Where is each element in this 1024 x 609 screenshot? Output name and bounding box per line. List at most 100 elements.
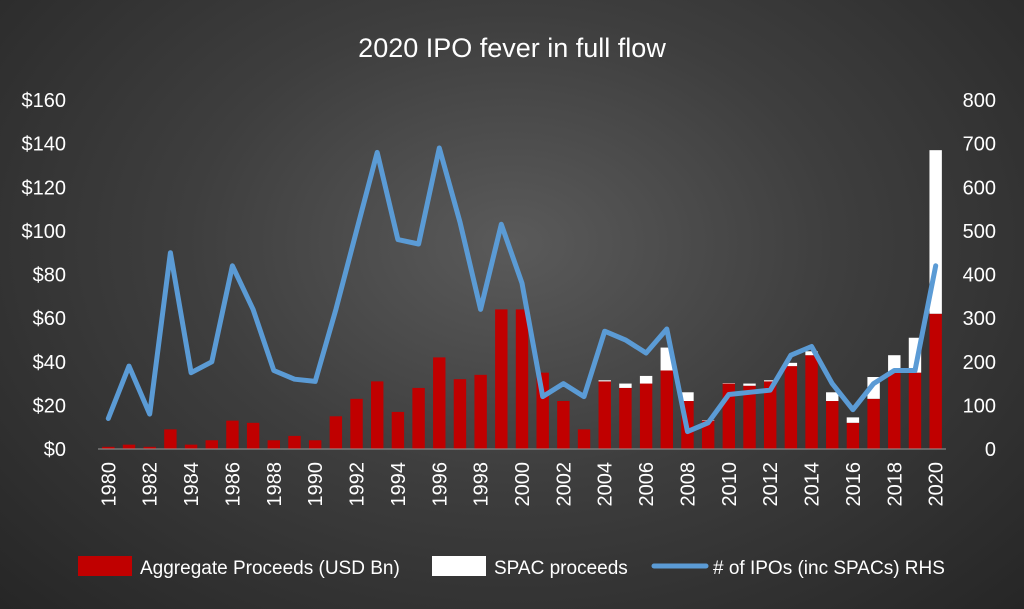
bar-aggregate-1981 <box>122 444 136 449</box>
y-left-tick-label: $100 <box>22 221 67 243</box>
bar-spac-2012 <box>763 380 777 382</box>
bar-aggregate-1982 <box>143 446 156 449</box>
bar-aggregate-1999 <box>495 309 508 449</box>
bar-aggregate-2013 <box>784 366 798 449</box>
bar-aggregate-1990 <box>308 440 322 449</box>
bar-aggregate-2003 <box>577 429 591 449</box>
bar-aggregate-2009 <box>701 420 715 449</box>
y-left-tick-label: $160 <box>22 90 67 112</box>
bar-aggregate-2004 <box>598 381 611 449</box>
bar-aggregate-2017 <box>867 398 880 449</box>
legend-swatch-spac <box>432 556 486 576</box>
bar-spac-2008 <box>681 392 694 402</box>
bar-spac-2004 <box>598 380 611 382</box>
bar-aggregate-1987 <box>246 422 260 449</box>
bar-aggregate-2016 <box>846 422 860 449</box>
y-right-tick-label: 0 <box>985 439 996 461</box>
x-tick-label: 1994 <box>388 462 410 507</box>
bar-aggregate-2018 <box>888 372 901 449</box>
legend-label-ipo-line: # of IPOs (inc SPACs) RHS <box>713 558 945 579</box>
y-right-tick-label: 300 <box>963 308 996 330</box>
y-right-tick-label: 700 <box>963 134 996 156</box>
bar-aggregate-1988 <box>267 440 281 449</box>
bar-aggregate-2005 <box>619 387 632 449</box>
y-right-tick-label: 500 <box>963 221 996 243</box>
bar-spac-2005 <box>619 383 632 388</box>
bar-aggregate-2020 <box>929 313 942 449</box>
x-tick-label: 1984 <box>181 462 203 507</box>
y-right-tick-label: 100 <box>963 395 996 417</box>
legend: Aggregate Proceeds (USD Bn) SPAC proceeds… <box>78 556 945 579</box>
bar-spac-2011 <box>743 383 756 386</box>
x-tick-label: 2020 <box>926 462 948 507</box>
bar-aggregate-1994 <box>391 411 405 449</box>
x-tick-label: 1996 <box>429 462 451 507</box>
bar-spac-2006 <box>639 375 653 384</box>
x-tick-label: 2000 <box>512 462 534 507</box>
y-right-tick-label: 200 <box>963 352 996 374</box>
bar-aggregate-1997 <box>453 379 467 449</box>
legend-label-aggregate: Aggregate Proceeds (USD Bn) <box>140 558 400 579</box>
x-tick-label: 2010 <box>719 462 741 507</box>
ipo-count-line <box>105 145 939 435</box>
y-left-tick-label: $120 <box>22 177 67 199</box>
bar-aggregate-2002 <box>557 401 570 449</box>
x-tick-label: 2016 <box>843 462 865 507</box>
x-tick-label: 1980 <box>98 462 120 507</box>
chart-title: 2020 IPO fever in full flow <box>358 33 666 63</box>
x-tick-label: 2018 <box>884 462 906 507</box>
bar-aggregate-2019 <box>908 372 922 449</box>
bar-spac-2015 <box>826 392 839 402</box>
bar-aggregate-2015 <box>826 401 839 449</box>
x-tick-label: 2002 <box>553 462 575 507</box>
line-layer <box>105 145 939 435</box>
x-tick-label: 1992 <box>347 462 369 507</box>
bar-aggregate-2006 <box>639 383 653 449</box>
y-left-tick-label: $40 <box>33 352 66 374</box>
bar-aggregate-1992 <box>350 398 363 449</box>
bar-aggregate-1983 <box>164 429 177 449</box>
bar-aggregate-2007 <box>660 370 673 449</box>
axes-layer: $0 $20 $40 $60 $80 $100 $120 $140 $160 0 100 200 300… <box>22 90 997 507</box>
x-tick-label: 1982 <box>140 462 162 507</box>
bar-spac-2014 <box>805 351 818 356</box>
bar-aggregate-2012 <box>763 381 777 449</box>
x-tick-label: 1986 <box>222 462 244 507</box>
x-tick-label: 2004 <box>595 462 617 507</box>
y-right-tick-label: 800 <box>963 90 996 112</box>
bar-spac-2013 <box>784 362 798 367</box>
bars-layer <box>102 150 942 449</box>
x-tick-label: 1998 <box>471 462 493 507</box>
x-tick-label: 2008 <box>677 462 699 507</box>
bar-aggregate-1984 <box>184 444 198 449</box>
bar-aggregate-1985 <box>205 440 218 449</box>
x-tick-label: 2012 <box>760 462 782 507</box>
y-left-tick-label: $140 <box>22 134 67 156</box>
bar-aggregate-1991 <box>329 416 343 449</box>
legend-label-spac: SPAC proceeds <box>494 558 628 579</box>
y-right-tick-label: 600 <box>963 177 996 199</box>
bar-aggregate-1996 <box>433 357 446 449</box>
x-tick-label: 1988 <box>264 462 286 507</box>
x-tick-label: 2014 <box>802 462 824 507</box>
bar-aggregate-1980 <box>102 446 115 449</box>
bar-aggregate-2000 <box>515 309 529 449</box>
legend-swatch-aggregate <box>78 556 132 576</box>
x-tick-label: 1990 <box>305 462 327 507</box>
bar-aggregate-1993 <box>371 381 384 449</box>
bar-aggregate-2014 <box>805 355 818 449</box>
y-left-tick-label: $0 <box>44 439 66 461</box>
y-right-tick-label: 400 <box>963 265 996 287</box>
y-left-tick-label: $60 <box>33 308 66 330</box>
bar-aggregate-1989 <box>288 435 301 449</box>
bar-spac-2016 <box>846 417 860 423</box>
bar-aggregate-2011 <box>743 385 756 449</box>
bar-aggregate-1998 <box>474 374 487 449</box>
x-tick-label: 2006 <box>636 462 658 507</box>
bar-aggregate-1986 <box>226 420 239 449</box>
bar-aggregate-1995 <box>412 387 425 449</box>
y-left-tick-label: $20 <box>33 395 66 417</box>
y-left-tick-label: $80 <box>33 265 66 287</box>
